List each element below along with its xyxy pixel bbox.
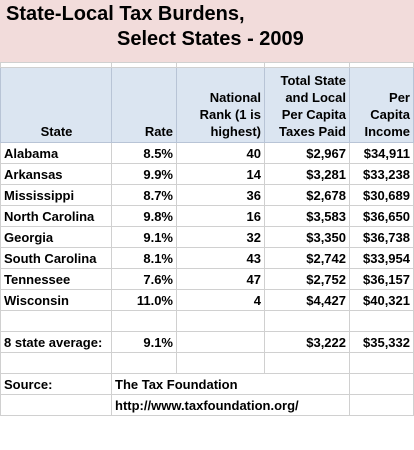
cell-rank: 40 [176,142,265,164]
source-row: Source: The Tax Foundation [0,373,414,395]
header-state: State [0,67,112,143]
source-label: Source: [0,373,112,395]
cell-income: $34,911 [349,142,414,164]
cell-state: South Carolina [0,247,112,269]
cell-taxes: $2,967 [264,142,350,164]
cell-state: Arkansas [0,163,112,185]
cell-rank: 36 [176,184,265,206]
cell-income: $40,321 [349,289,414,311]
tax-burden-table: State Rate National Rank (1 is highest) … [0,62,414,416]
cell-taxes: $3,583 [264,205,350,227]
header-rank: National Rank (1 is highest) [176,67,265,143]
cell-taxes: $2,742 [264,247,350,269]
blank-row [0,310,414,332]
cell-state: Georgia [0,226,112,248]
cell-income: $36,738 [349,226,414,248]
cell-state: Tennessee [0,268,112,290]
cell-state: Mississippi [0,184,112,206]
cell-income: $33,238 [349,163,414,185]
cell-income: $36,157 [349,268,414,290]
cell-rate: 9.1% [111,226,177,248]
cell-rate: 8.1% [111,247,177,269]
cell-taxes: $2,752 [264,268,350,290]
cell-income: $30,689 [349,184,414,206]
table-row: Georgia 9.1% 32 $3,350 $36,738 [0,226,414,248]
cell-income: $33,954 [349,247,414,269]
cell-taxes: $2,678 [264,184,350,206]
cell-taxes: $4,427 [264,289,350,311]
average-rank [176,331,265,353]
cell-rate: 9.9% [111,163,177,185]
cell-rate: 8.7% [111,184,177,206]
average-income: $35,332 [349,331,414,353]
header-taxes: Total State and Local Per Capita Taxes P… [264,67,350,143]
cell-rank: 16 [176,205,265,227]
header-row: State Rate National Rank (1 is highest) … [0,67,414,143]
cell-rank: 43 [176,247,265,269]
url-row: http://www.taxfoundation.org/ [0,394,414,416]
cell-rate: 8.5% [111,142,177,164]
title-band: State-Local Tax Burdens, Select States -… [0,0,414,62]
table-row: South Carolina 8.1% 43 $2,742 $33,954 [0,247,414,269]
cell-taxes: $3,350 [264,226,350,248]
cell-rank: 47 [176,268,265,290]
page-subtitle: Select States - 2009 [117,28,304,50]
cell-rate: 9.8% [111,205,177,227]
source-name: The Tax Foundation [111,373,350,395]
page-title: State-Local Tax Burdens, [6,3,245,25]
cell-rank: 32 [176,226,265,248]
average-label: 8 state average: [0,331,112,353]
cell-taxes: $3,281 [264,163,350,185]
source-url: http://www.taxfoundation.org/ [111,394,350,416]
average-taxes: $3,222 [264,331,350,353]
table-row: Tennessee 7.6% 47 $2,752 $36,157 [0,268,414,290]
header-income: Per Capita Income [349,67,414,143]
cell-state: Alabama [0,142,112,164]
blank-row [0,352,414,374]
cell-rate: 7.6% [111,268,177,290]
cell-state: Wisconsin [0,289,112,311]
table-row: Mississippi 8.7% 36 $2,678 $30,689 [0,184,414,206]
table-row: Alabama 8.5% 40 $2,967 $34,911 [0,142,414,164]
cell-income: $36,650 [349,205,414,227]
table-row: Wisconsin 11.0% 4 $4,427 $40,321 [0,289,414,311]
cell-rank: 14 [176,163,265,185]
cell-rate: 11.0% [111,289,177,311]
average-rate: 9.1% [111,331,177,353]
table-row: North Carolina 9.8% 16 $3,583 $36,650 [0,205,414,227]
header-rate: Rate [111,67,177,143]
average-row: 8 state average: 9.1% $3,222 $35,332 [0,331,414,353]
cell-rank: 4 [176,289,265,311]
table-row: Arkansas 9.9% 14 $3,281 $33,238 [0,163,414,185]
state-rows: Alabama 8.5% 40 $2,967 $34,911 Arkansas 9.9% 14… [0,142,414,311]
cell-state: North Carolina [0,205,112,227]
